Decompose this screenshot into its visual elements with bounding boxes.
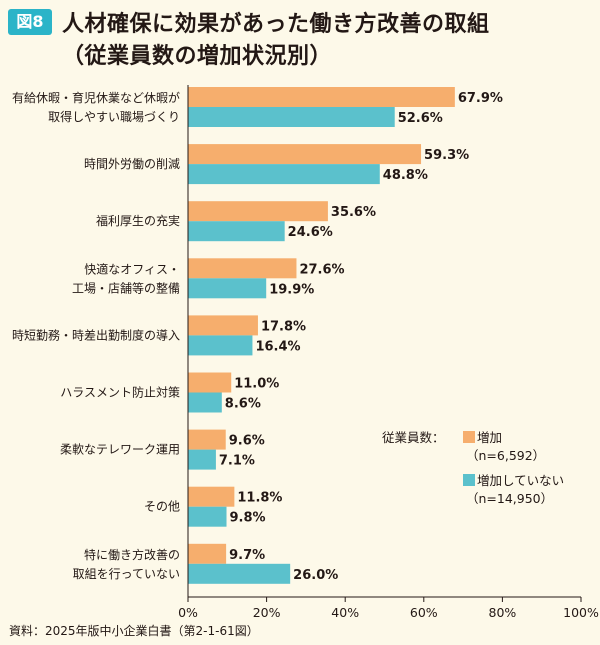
category-label: 有給休暇・育児休業など休暇が [12, 90, 180, 105]
bar-no-increase [188, 221, 285, 242]
bar-no-increase [188, 506, 227, 527]
bar-increase [188, 372, 232, 393]
data-label: 27.6% [299, 262, 344, 277]
bar-no-increase [188, 449, 216, 470]
data-label: 11.8% [237, 491, 282, 506]
x-tick-label: 40% [331, 605, 359, 620]
category-label: 取組を行っていない [73, 567, 180, 581]
x-tick-label: 80% [489, 605, 517, 620]
category-label: 工場・店舗等の整備 [72, 280, 180, 295]
legend-heading: 従業員数： [382, 430, 445, 445]
category-label: 福利厚生の充実 [96, 213, 180, 228]
legend-label: （n=14,950） [466, 491, 553, 506]
legend-label: 増加 [477, 430, 502, 445]
x-tick-label: 20% [253, 605, 281, 620]
category-label: 時間外労働の削減 [84, 156, 180, 171]
category-label: 特に働き方改善の [84, 547, 180, 562]
data-label: 17.8% [261, 319, 306, 334]
bar-increase [188, 543, 227, 564]
chart-title-line1: 人材確保に効果があった働き方改善の取組 [62, 12, 490, 37]
legend-label: （n=6,592） [466, 448, 545, 463]
category-label: 柔軟なテレワーク運用 [60, 442, 180, 457]
data-label: 7.1% [219, 454, 255, 469]
category-label: 快適なオフィス・ [84, 261, 180, 276]
bar-increase [188, 144, 422, 165]
bar-increase [188, 258, 297, 279]
data-label: 52.6% [398, 111, 443, 126]
bar-no-increase [188, 164, 380, 185]
data-label: 35.6% [331, 205, 376, 220]
bar-no-increase [188, 278, 267, 299]
bar-increase [188, 87, 455, 107]
legend-swatch-increase [463, 431, 475, 443]
data-label: 24.6% [288, 225, 333, 240]
x-tick-label: 60% [410, 605, 438, 620]
x-tick-label: 100% [563, 605, 599, 620]
source-note: 資料：2025年版中小企業白書（第2-1-61図） [9, 624, 259, 638]
bar-increase [188, 201, 328, 222]
legend-label: 増加していない [477, 473, 564, 488]
data-label: 19.9% [269, 282, 314, 297]
data-label: 26.0% [293, 568, 338, 583]
data-label: 67.9% [458, 91, 503, 106]
data-label: 9.8% [230, 511, 266, 526]
bar-increase [188, 429, 226, 450]
bar-no-increase [188, 563, 291, 584]
data-label: 9.7% [229, 548, 265, 563]
bar-no-increase [188, 107, 395, 127]
data-label: 8.6% [225, 397, 261, 412]
data-label: 48.8% [383, 168, 428, 183]
figure-badge: 図8 [8, 9, 52, 35]
data-label: 9.6% [229, 434, 265, 449]
legend-swatch-no-increase [463, 474, 475, 486]
x-tick-label: 0% [178, 605, 198, 620]
bar-increase [188, 315, 258, 336]
chart-title-line2: （従業員数の増加状況別） [62, 44, 333, 69]
category-label: 時短勤務・時差出勤制度の導入 [12, 327, 180, 342]
data-label: 11.0% [234, 377, 279, 392]
data-label: 16.4% [255, 339, 300, 354]
category-label: 取得しやすい職場づくり [48, 109, 180, 124]
bar-no-increase [188, 392, 222, 413]
bar-increase [188, 486, 235, 507]
category-label: その他 [144, 500, 180, 514]
bar-no-increase [188, 335, 253, 356]
category-label: ハラスメント防止対策 [60, 385, 180, 400]
data-label: 59.3% [424, 148, 469, 163]
